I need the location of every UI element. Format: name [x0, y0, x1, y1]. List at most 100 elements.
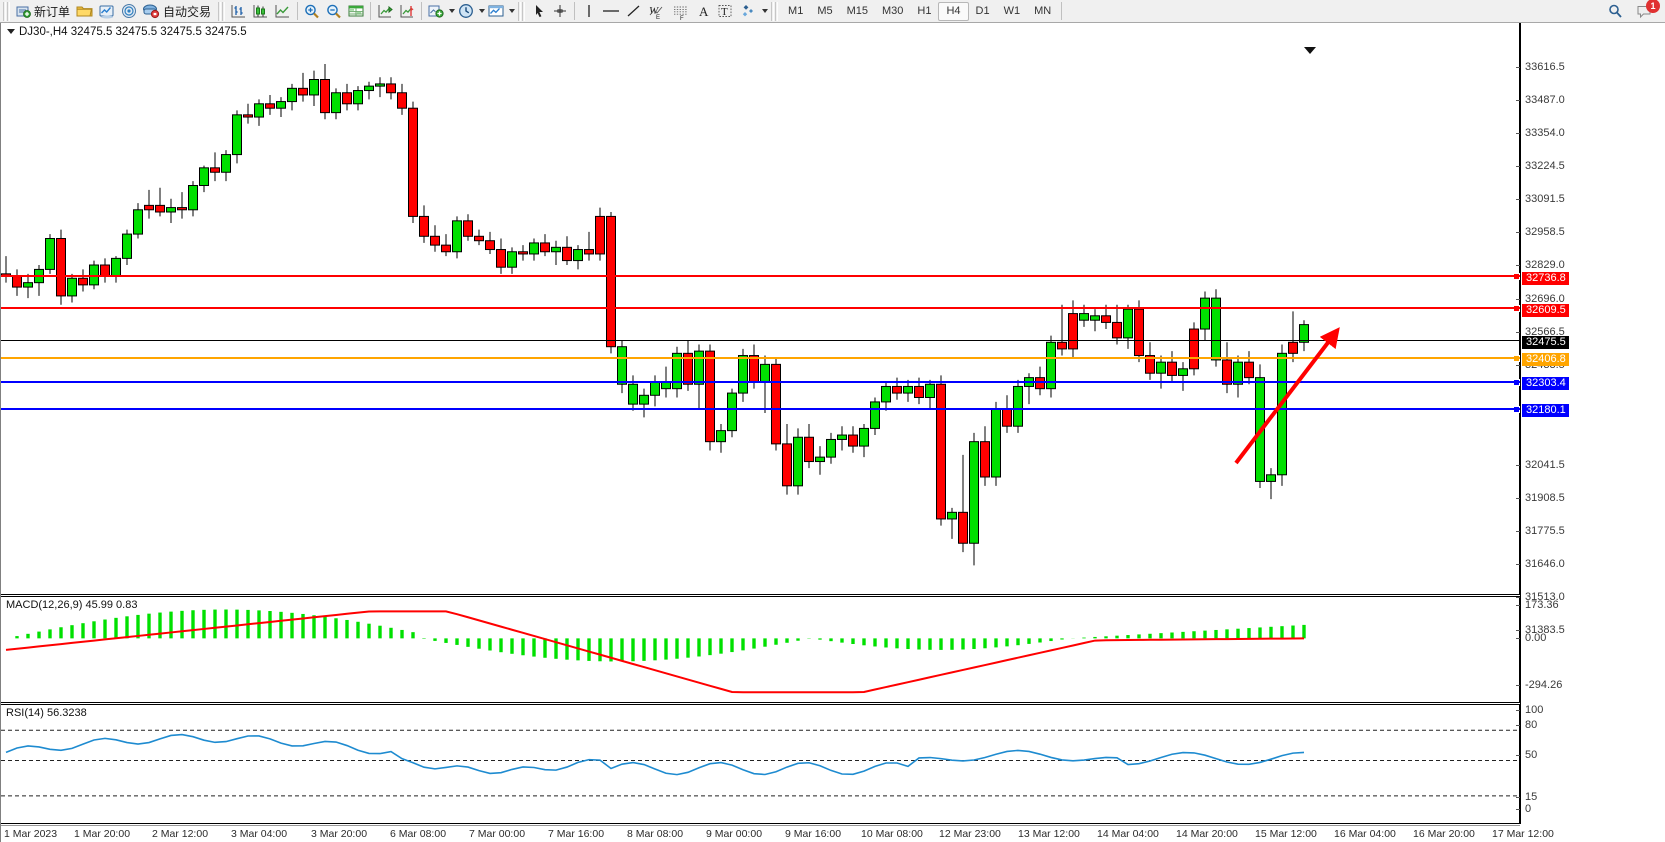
- templates-button[interactable]: [485, 1, 507, 22]
- timeframe-h4[interactable]: H4: [938, 1, 969, 21]
- axis-tick: [1516, 605, 1520, 606]
- auto-scroll-button[interactable]: [374, 1, 396, 22]
- toolbar-grip-3[interactable]: [518, 1, 526, 21]
- timeframe-m1[interactable]: M1: [788, 5, 804, 17]
- axis-label: 80: [1525, 719, 1538, 731]
- add-indicator-icon: [428, 5, 444, 18]
- resistance-2-label[interactable]: 32609.5: [1522, 304, 1569, 317]
- toolbar-separator-1: [297, 2, 299, 20]
- bar-chart-button[interactable]: [228, 1, 250, 22]
- shapes-dropdown-caret[interactable]: [762, 9, 769, 13]
- axis-tick: [1516, 685, 1520, 686]
- chart-dropdown-caret[interactable]: [7, 29, 15, 35]
- auto-trading-button[interactable]: 自动交易: [140, 1, 215, 22]
- chart-scroll-caret[interactable]: [1304, 47, 1316, 54]
- toolbar-grip[interactable]: [3, 1, 10, 21]
- price-axis-label: 32696.0: [1525, 293, 1565, 305]
- price-axis-label: 32958.5: [1525, 226, 1565, 238]
- horizontal-line-icon: [603, 10, 620, 12]
- zoom-out-button[interactable]: [323, 1, 345, 22]
- timeframe-m15[interactable]: M15: [846, 5, 868, 17]
- current-price-label[interactable]: 32475.5: [1522, 336, 1569, 349]
- support-2-label[interactable]: 32180.1: [1522, 404, 1569, 417]
- price-axis-label: 32041.5: [1525, 459, 1565, 471]
- axis-tick: [1516, 332, 1520, 333]
- new-order-label: 新订单: [34, 4, 71, 19]
- chart-container[interactable]: DJ30-,H4 32475.5 32475.5 32475.5 32475.5…: [0, 23, 1665, 842]
- trendline-button[interactable]: [623, 1, 645, 22]
- toolbar-grip-2[interactable]: [218, 1, 226, 21]
- price-axis-label: 32566.5: [1525, 326, 1565, 338]
- cursor-icon: [535, 5, 543, 18]
- axis-tick: [1516, 365, 1520, 366]
- cursor-button[interactable]: [528, 1, 549, 22]
- period-icon: [459, 4, 473, 18]
- rsi-pane[interactable]: RSI(14) 56.3238: [1, 704, 1520, 824]
- templates-dropdown-caret[interactable]: [509, 9, 516, 13]
- time-axis-label: 7 Mar 00:00: [469, 828, 526, 840]
- axis-label: 0.00: [1525, 632, 1547, 644]
- timeframe-m5[interactable]: M5: [817, 5, 833, 17]
- timeframe-mn[interactable]: MN: [1034, 5, 1052, 17]
- svg-text:A: A: [699, 4, 709, 19]
- axis-tick: [1516, 199, 1520, 200]
- elliott-wave-icon: W E: [649, 5, 663, 20]
- vertical-line-button[interactable]: [578, 1, 599, 22]
- text-button[interactable]: A: [693, 1, 714, 22]
- candlestick-chart-icon: [253, 5, 268, 18]
- crosshair-button[interactable]: [549, 1, 571, 22]
- time-axis-label: 13 Mar 12:00: [1018, 828, 1080, 840]
- navigator-button[interactable]: [118, 1, 140, 22]
- time-axis[interactable]: 1 Mar 2023 1 Mar 20:00 2 Mar 12:00 3 Mar 04…: [1, 825, 1554, 842]
- candlestick-chart-button[interactable]: [250, 1, 272, 22]
- line-chart-button[interactable]: [272, 1, 294, 22]
- shapes-icon: [742, 5, 754, 17]
- period-button[interactable]: [455, 1, 477, 22]
- timeframe-w1[interactable]: W1: [1003, 5, 1021, 17]
- data-window-button[interactable]: [345, 1, 367, 22]
- add-indicator-button[interactable]: [425, 1, 447, 22]
- chart-shift-button[interactable]: [396, 1, 418, 22]
- fibonacci-button[interactable]: F: [669, 1, 693, 22]
- text-label-button[interactable]: T: [714, 1, 736, 22]
- price-axis-label: 31646.0: [1525, 558, 1565, 570]
- axis-label: 15: [1525, 791, 1538, 803]
- macd-pane[interactable]: MACD(12,26,9) 45.99 0.83: [1, 596, 1520, 703]
- axis-tick: [1516, 498, 1520, 499]
- price-axis-label: 32829.0: [1525, 259, 1565, 271]
- svg-text:T: T: [721, 6, 728, 18]
- timeframe-d1[interactable]: D1: [975, 5, 990, 17]
- time-axis-label: 16 Mar 20:00: [1413, 828, 1475, 840]
- search-button[interactable]: [1605, 1, 1626, 22]
- add-indicator-dropdown-caret[interactable]: [449, 9, 456, 13]
- pivot-label[interactable]: 32406.8: [1522, 353, 1569, 366]
- horizontal-line-button[interactable]: [599, 1, 623, 22]
- shapes-button[interactable]: [736, 1, 760, 22]
- macd-label: MACD(12,26,9) 45.99 0.83: [6, 599, 138, 611]
- support-1-label[interactable]: 32303.4: [1522, 377, 1569, 390]
- trendline-icon: [627, 5, 640, 17]
- time-axis-label: 15 Mar 12:00: [1255, 828, 1317, 840]
- market-watch-button[interactable]: [96, 1, 118, 22]
- search-icon: [1609, 4, 1622, 18]
- time-axis-label: 7 Mar 16:00: [548, 828, 605, 840]
- time-axis-label: 14 Mar 04:00: [1097, 828, 1159, 840]
- timeframe-h1[interactable]: H1: [917, 5, 932, 17]
- elliott-wave-button[interactable]: W E: [645, 1, 669, 22]
- period-dropdown-caret[interactable]: [479, 9, 486, 13]
- notification-button[interactable]: 1: [1634, 0, 1660, 22]
- axis-tick: [1516, 630, 1520, 631]
- time-axis-label: 1 Mar 20:00: [74, 828, 131, 840]
- folder-button[interactable]: [74, 1, 96, 22]
- axis-tick: [1516, 725, 1520, 726]
- fibonacci-icon: F: [674, 6, 688, 20]
- zoom-in-button[interactable]: [301, 1, 323, 22]
- resistance-1-label[interactable]: 32736.8: [1522, 272, 1569, 285]
- new-order-button[interactable]: 新订单: [13, 1, 74, 22]
- axis-label: 100: [1525, 704, 1544, 716]
- chart-title-bar: DJ30-,H4 32475.5 32475.5 32475.5 32475.5: [7, 26, 247, 38]
- toolbar-grip-4[interactable]: [771, 1, 779, 21]
- bar-chart-icon: [231, 5, 246, 18]
- timeframe-m30[interactable]: M30: [882, 5, 904, 17]
- price-pane[interactable]: DJ30-,H4 32475.5 32475.5 32475.5 32475.5: [1, 23, 1520, 595]
